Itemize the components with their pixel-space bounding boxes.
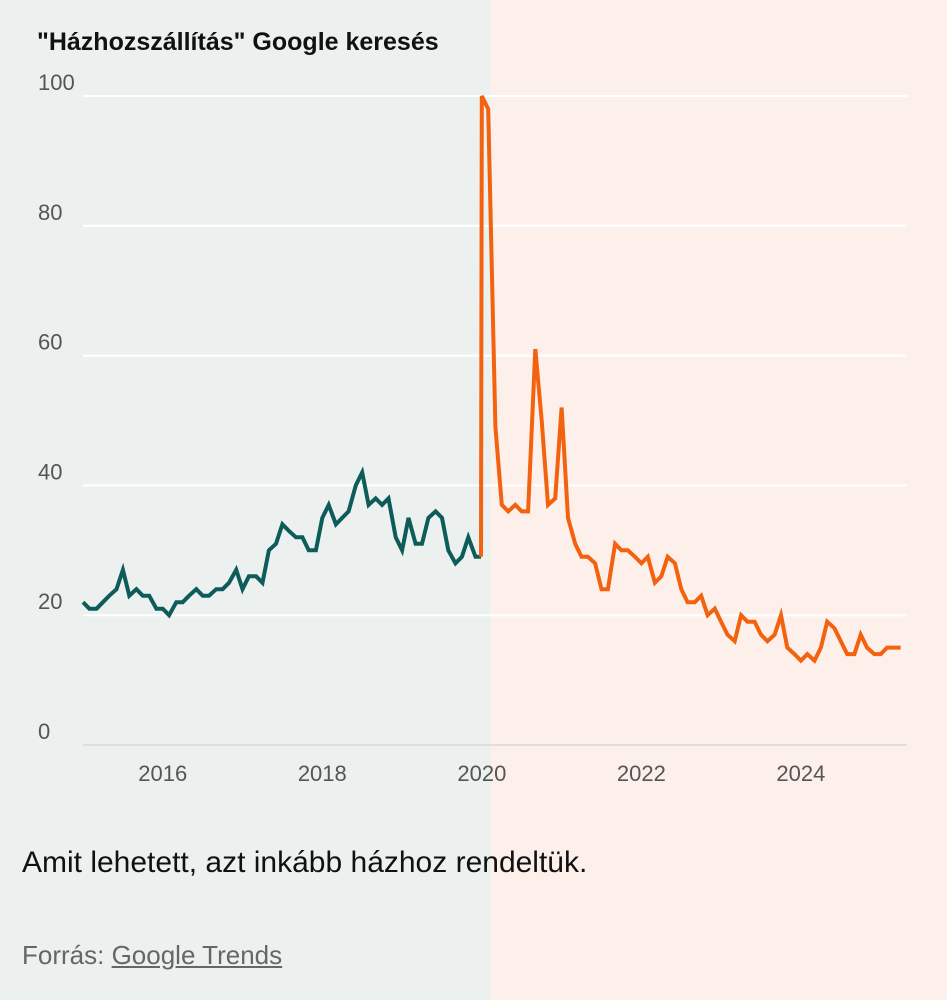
y-tick-label-80: 80 bbox=[38, 200, 62, 225]
x-tick-label-2018: 2018 bbox=[298, 761, 347, 786]
series-line-after-2020 bbox=[479, 95, 901, 664]
axes: 0 20 40 60 80 100 2016 2018 2020 2022 2024 bbox=[38, 70, 825, 786]
x-tick-label-2024: 2024 bbox=[776, 761, 825, 786]
y-tick-label-40: 40 bbox=[38, 459, 62, 484]
background-panel-before-2020 bbox=[0, 0, 491, 1000]
chart-title: "Házhozszállítás" Google keresés bbox=[37, 28, 439, 56]
series-line-before-2020 bbox=[81, 466, 481, 619]
x-tick-label-2022: 2022 bbox=[617, 761, 666, 786]
google-trends-link[interactable]: Google Trends bbox=[111, 940, 283, 970]
y-tick-label-20: 20 bbox=[38, 589, 62, 614]
y-tick-label-60: 60 bbox=[38, 330, 62, 355]
chart-caption: Amit lehetett, azt inkább házhoz rendelt… bbox=[22, 846, 588, 879]
series-lines bbox=[81, 95, 901, 664]
y-tick-label-100: 100 bbox=[38, 70, 75, 95]
line-chart: 0 20 40 60 80 100 2016 2018 2020 2022 2024 bbox=[38, 70, 907, 786]
source-note: Forrás: Google Trends bbox=[22, 940, 282, 971]
x-tick-label-2020: 2020 bbox=[457, 761, 506, 786]
x-tick-label-2016: 2016 bbox=[138, 761, 187, 786]
source-prefix: Forrás: bbox=[22, 940, 112, 970]
y-tick-label-0: 0 bbox=[38, 719, 50, 744]
